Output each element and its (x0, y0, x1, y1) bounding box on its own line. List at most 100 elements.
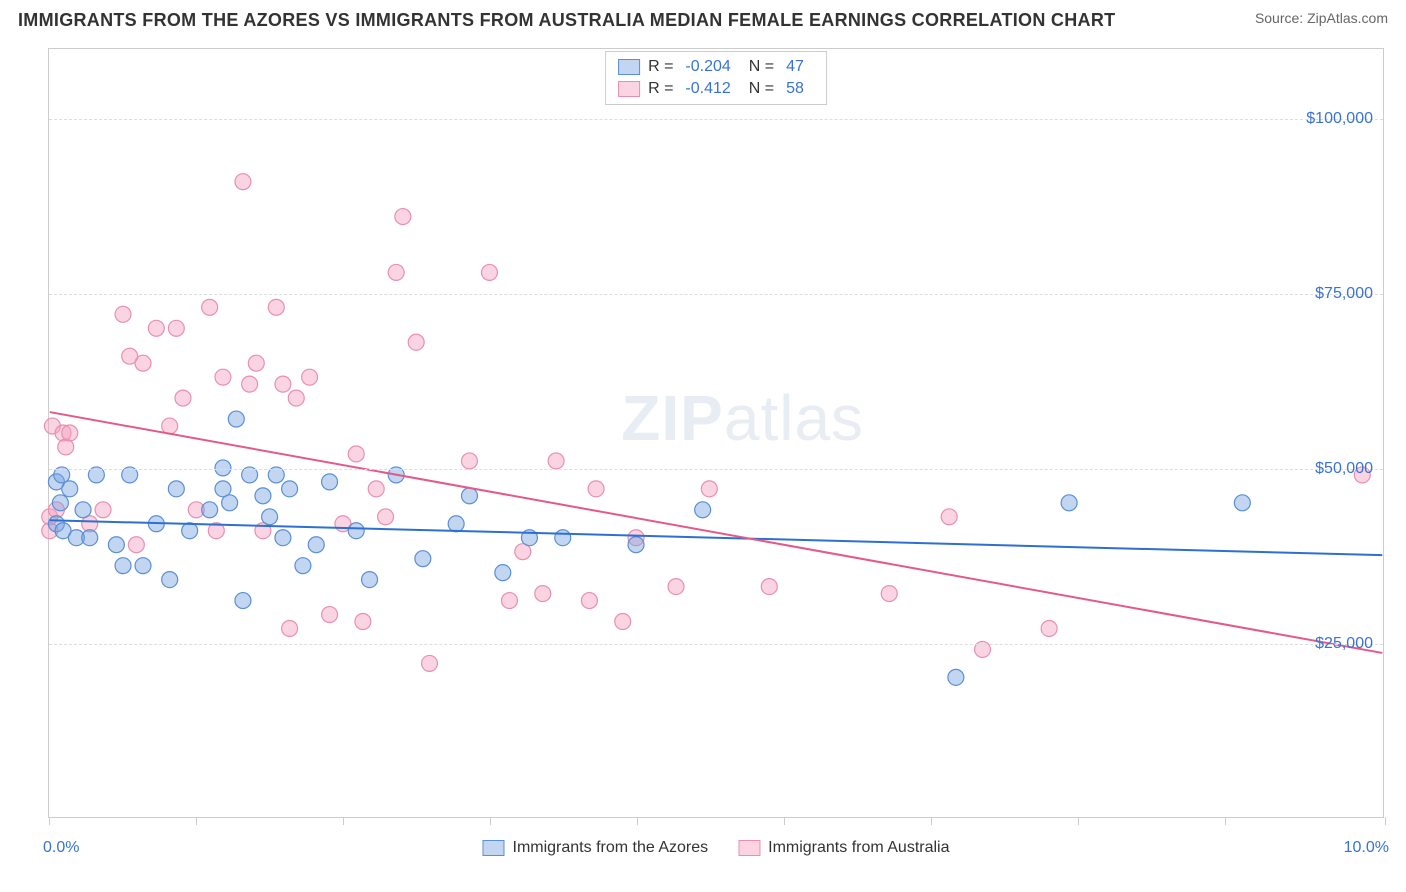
y-tick-label: $25,000 (1315, 635, 1373, 653)
n-label: N = (749, 58, 774, 76)
data-point (422, 655, 438, 671)
data-point (82, 530, 98, 546)
source-label: Source: ZipAtlas.com (1255, 10, 1388, 26)
gridline (49, 294, 1383, 295)
legend-swatch (482, 840, 504, 856)
r-label: R = (648, 58, 673, 76)
data-point (501, 593, 517, 609)
data-point (108, 537, 124, 553)
data-point (235, 593, 251, 609)
data-point (95, 502, 111, 518)
data-point (222, 495, 238, 511)
y-tick-label: $75,000 (1315, 285, 1373, 303)
data-point (248, 355, 264, 371)
data-point (302, 369, 318, 385)
x-tick (931, 817, 932, 825)
data-point (275, 376, 291, 392)
r-value: -0.204 (685, 58, 730, 76)
data-point (282, 481, 298, 497)
data-point (1061, 495, 1077, 511)
legend-series-label: Immigrants from Australia (768, 839, 949, 857)
legend-bottom: Immigrants from the Azores Immigrants fro… (482, 839, 949, 857)
x-tick (637, 817, 638, 825)
data-point (275, 530, 291, 546)
data-point (175, 390, 191, 406)
chart-title: IMMIGRANTS FROM THE AZORES VS IMMIGRANTS… (18, 10, 1115, 31)
legend-stat-row: R =-0.412N =58 (618, 78, 814, 100)
data-point (128, 537, 144, 553)
data-point (1041, 621, 1057, 637)
data-point (362, 572, 378, 588)
x-tick (1225, 817, 1226, 825)
legend-swatch (738, 840, 760, 856)
data-point (408, 334, 424, 350)
n-value: 47 (786, 58, 804, 76)
x-tick (343, 817, 344, 825)
data-point (295, 558, 311, 574)
n-value: 58 (786, 80, 804, 98)
data-point (481, 264, 497, 280)
data-point (348, 446, 364, 462)
data-point (62, 425, 78, 441)
data-point (148, 320, 164, 336)
data-point (168, 481, 184, 497)
data-point (348, 523, 364, 539)
gridline (49, 644, 1383, 645)
x-tick (49, 817, 50, 825)
data-point (701, 481, 717, 497)
data-point (182, 523, 198, 539)
data-point (162, 418, 178, 434)
data-point (62, 481, 78, 497)
data-point (581, 593, 597, 609)
data-point (588, 481, 604, 497)
gridline (49, 469, 1383, 470)
legend-swatch (618, 59, 640, 75)
data-point (628, 537, 644, 553)
y-tick-label: $50,000 (1315, 460, 1373, 478)
y-tick-label: $100,000 (1306, 110, 1373, 128)
data-point (115, 306, 131, 322)
data-point (135, 558, 151, 574)
data-point (378, 509, 394, 525)
data-point (215, 369, 231, 385)
x-axis-min-label: 0.0% (43, 839, 79, 857)
data-point (268, 299, 284, 315)
legend-stats-box: R =-0.204N =47R =-0.412N =58 (605, 51, 827, 105)
data-point (242, 376, 258, 392)
data-point (615, 614, 631, 630)
data-point (881, 586, 897, 602)
data-point (368, 481, 384, 497)
r-label: R = (648, 80, 673, 98)
data-point (535, 586, 551, 602)
data-point (395, 209, 411, 225)
data-point (255, 488, 271, 504)
data-point (115, 558, 131, 574)
x-tick (196, 817, 197, 825)
data-point (202, 299, 218, 315)
data-point (668, 579, 684, 595)
data-point (75, 502, 91, 518)
legend-swatch (618, 81, 640, 97)
x-tick (490, 817, 491, 825)
data-point (282, 621, 298, 637)
x-tick (1385, 817, 1386, 825)
data-point (1234, 495, 1250, 511)
data-point (215, 460, 231, 476)
legend-series-item: Immigrants from Australia (738, 839, 949, 857)
data-point (322, 474, 338, 490)
data-point (761, 579, 777, 595)
data-point (941, 509, 957, 525)
data-point (355, 614, 371, 630)
data-point (388, 264, 404, 280)
data-point (948, 669, 964, 685)
data-point (462, 453, 478, 469)
x-tick (784, 817, 785, 825)
legend-series-item: Immigrants from the Azores (482, 839, 708, 857)
data-point (52, 495, 68, 511)
data-point (415, 551, 431, 567)
data-point (162, 572, 178, 588)
data-point (308, 537, 324, 553)
n-label: N = (749, 80, 774, 98)
scatter-plot-svg (49, 49, 1383, 817)
data-point (262, 509, 278, 525)
